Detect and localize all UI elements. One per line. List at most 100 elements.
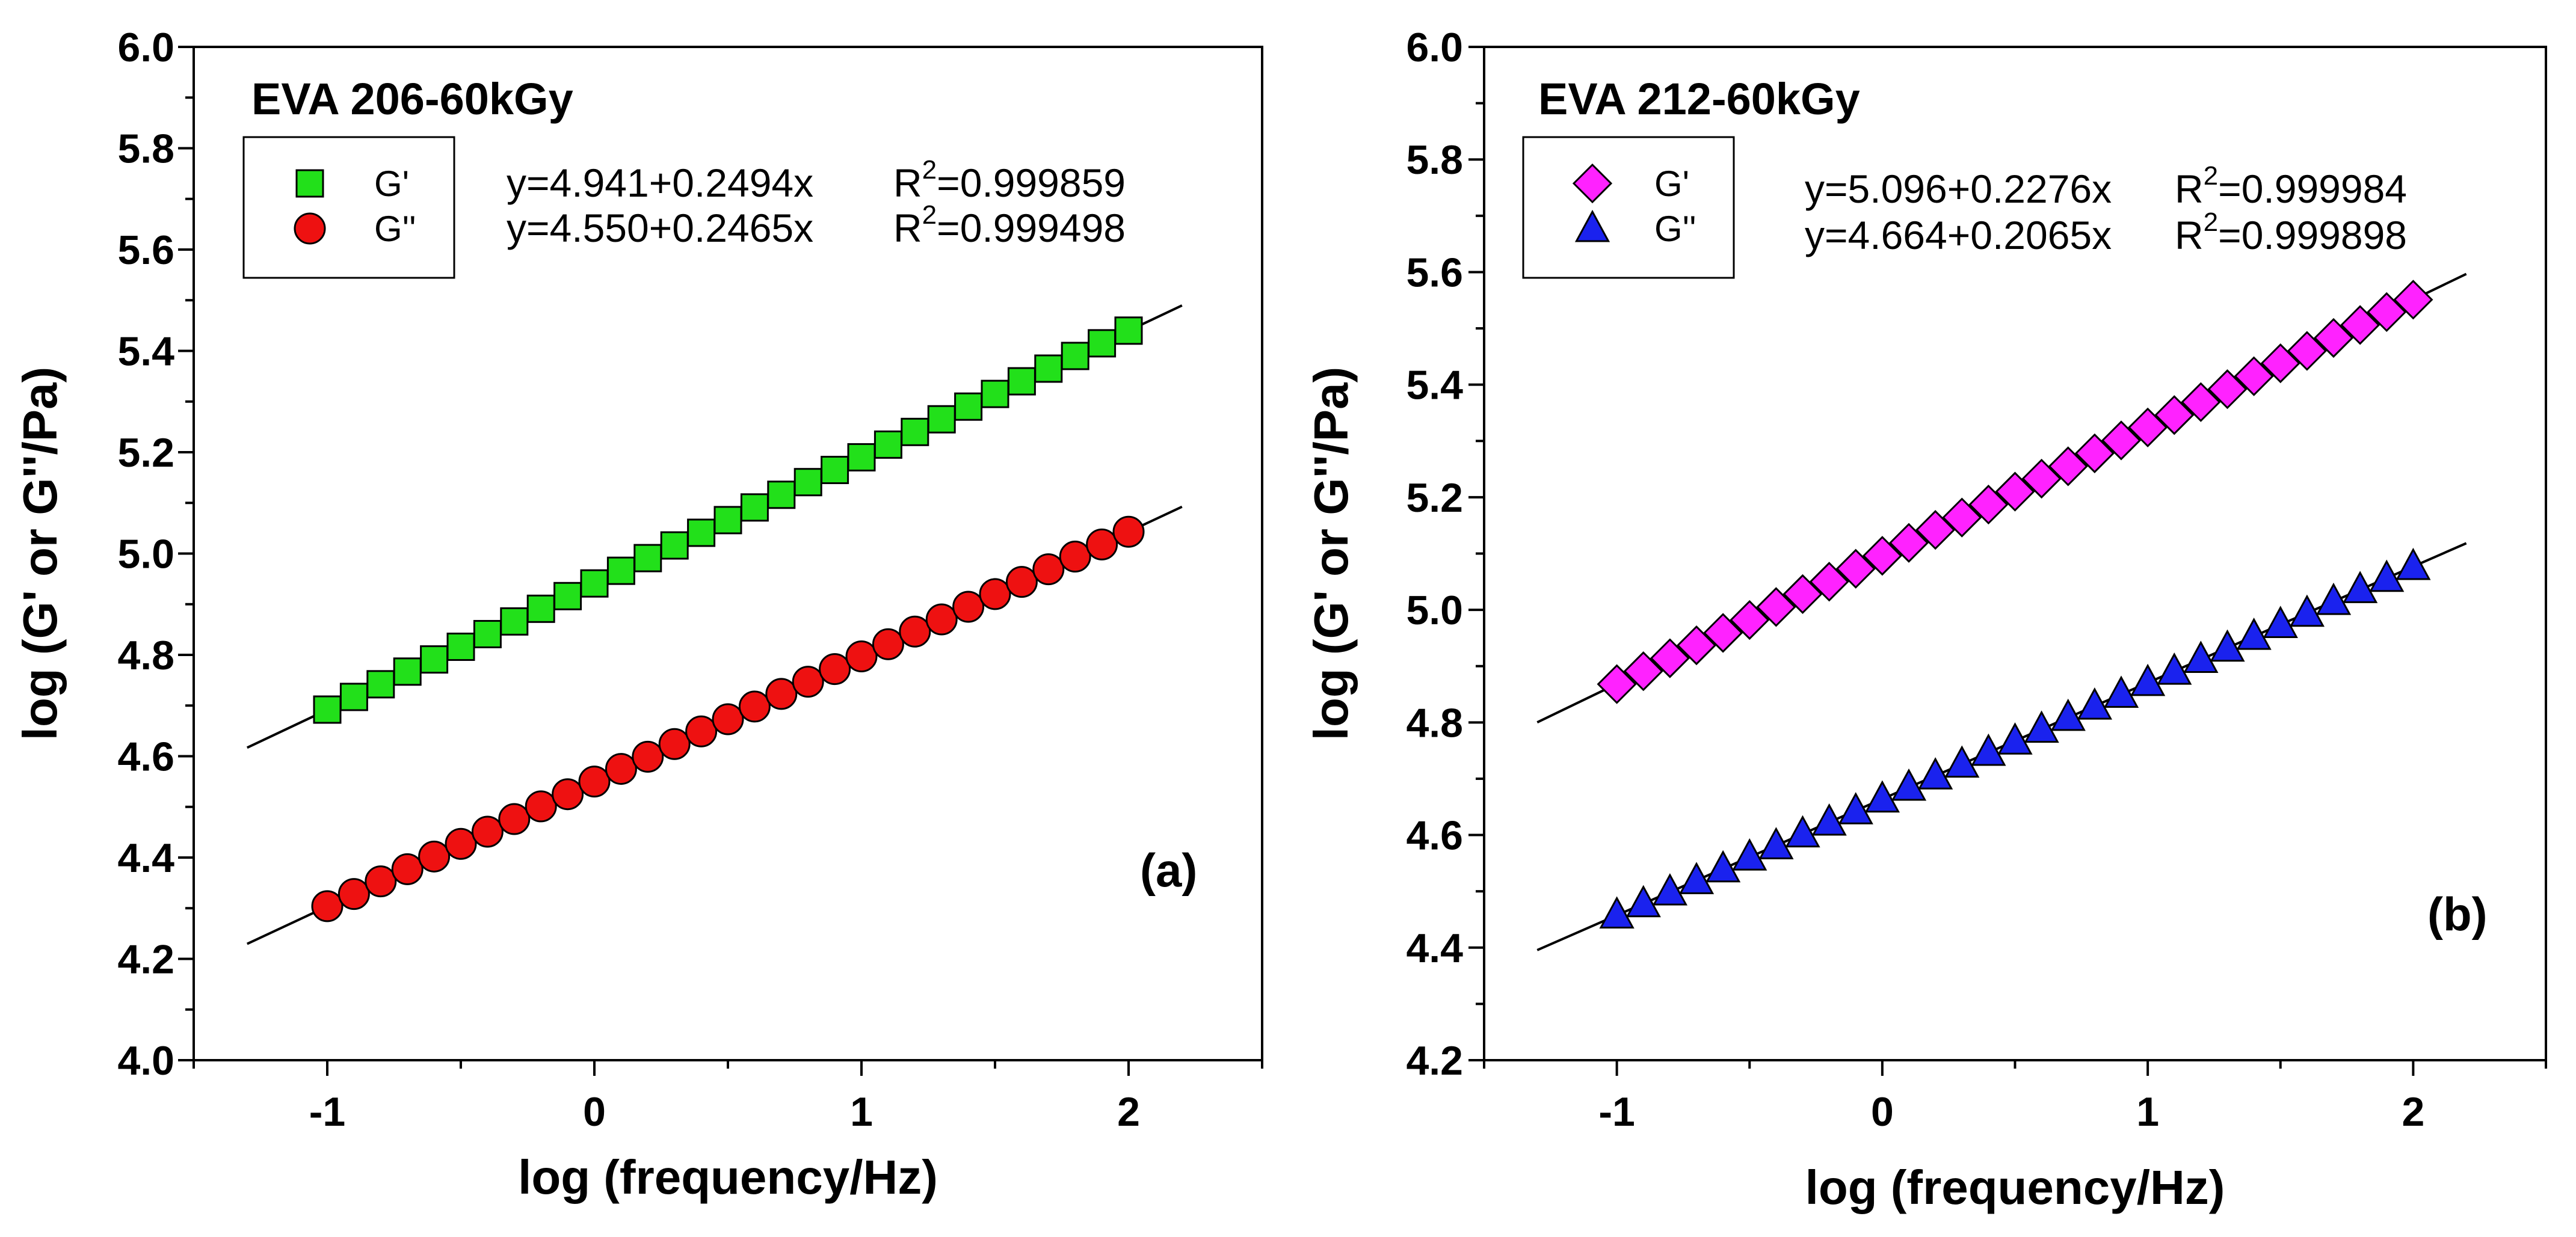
data-point bbox=[632, 740, 664, 773]
x-tick-label: 2 bbox=[2402, 1089, 2424, 1135]
data-point bbox=[418, 840, 451, 873]
y-tick-label: 5.2 bbox=[1406, 475, 1463, 521]
data-point bbox=[1599, 896, 1635, 929]
y-tick-label: 4.2 bbox=[1406, 1038, 1463, 1084]
data-point bbox=[1997, 722, 2033, 755]
data-point bbox=[578, 766, 611, 798]
data-point bbox=[393, 657, 422, 686]
data-point bbox=[420, 645, 449, 674]
data-point bbox=[767, 480, 796, 509]
panel-label: (a) bbox=[1140, 844, 1197, 897]
data-point bbox=[2393, 280, 2433, 320]
data-point bbox=[2154, 395, 2195, 435]
x-tick-label: 2 bbox=[1117, 1089, 1140, 1135]
data-point bbox=[2369, 559, 2405, 592]
data-point bbox=[1703, 613, 1743, 653]
legend-marker bbox=[294, 212, 326, 245]
y-tick-label: 5.0 bbox=[1406, 588, 1463, 633]
data-point bbox=[765, 678, 798, 710]
panel-a: -1 0 1 2 4.0 4.2 4.4 4.6 4.8 5.0 5.2 5.4 5.6 5.8 6.0 lo… bbox=[13, 25, 1263, 1204]
data-point bbox=[979, 578, 1011, 610]
data-point bbox=[1756, 587, 1796, 627]
data-point bbox=[2101, 420, 2142, 461]
data-point bbox=[738, 690, 771, 723]
data-point bbox=[445, 827, 477, 860]
series-g-prime bbox=[1597, 280, 2433, 704]
panel-label: (b) bbox=[2427, 888, 2488, 941]
data-point bbox=[1838, 792, 1873, 824]
y-tick-label: 6.0 bbox=[117, 25, 174, 70]
data-point bbox=[874, 430, 902, 459]
data-point bbox=[847, 443, 876, 471]
fit-equation: y=5.096+0.2276x bbox=[1805, 167, 2112, 211]
legend-marker bbox=[1572, 163, 1613, 204]
r-squared-label: R2=0.999898 bbox=[2175, 207, 2407, 257]
data-point bbox=[1783, 574, 1823, 615]
data-point bbox=[1758, 827, 1794, 859]
data-point bbox=[1864, 780, 1900, 813]
data-point bbox=[1059, 541, 1091, 573]
data-point bbox=[311, 890, 344, 922]
data-point bbox=[473, 619, 502, 648]
y-tick-label: 4.2 bbox=[117, 937, 174, 983]
data-point bbox=[1891, 768, 1927, 801]
data-point bbox=[391, 853, 424, 885]
y-tick-label: 5.0 bbox=[117, 532, 174, 577]
data-point bbox=[660, 531, 689, 560]
data-point bbox=[952, 591, 985, 623]
legend-box bbox=[242, 136, 455, 279]
series-g-double-prime bbox=[311, 515, 1145, 922]
data-point bbox=[1706, 850, 1741, 883]
data-point bbox=[2260, 343, 2300, 384]
legend-label: G' bbox=[1654, 164, 1689, 204]
data-point bbox=[712, 703, 744, 735]
data-point bbox=[1086, 528, 1118, 560]
data-point bbox=[925, 603, 958, 636]
y-tick-label: 5.6 bbox=[117, 227, 174, 273]
x-tick-label: 0 bbox=[1871, 1089, 1894, 1135]
data-point bbox=[2157, 652, 2192, 685]
data-point bbox=[1676, 625, 1717, 666]
data-point bbox=[2234, 356, 2274, 396]
data-point bbox=[792, 666, 824, 698]
data-point bbox=[685, 715, 718, 747]
data-point bbox=[1942, 497, 1982, 538]
series-g-prime bbox=[313, 316, 1143, 724]
legend-box bbox=[1522, 136, 1735, 279]
legend-marker bbox=[1574, 209, 1610, 242]
r-squared-value: 0.999898 bbox=[2242, 213, 2407, 257]
data-point bbox=[2236, 617, 2272, 650]
data-point bbox=[1005, 566, 1038, 598]
data-point bbox=[1032, 553, 1065, 586]
legend-label: G'' bbox=[1654, 209, 1696, 249]
y-tick-label: 4.4 bbox=[117, 835, 174, 881]
data-point bbox=[526, 594, 555, 623]
legend-label: G' bbox=[374, 164, 409, 204]
data-point bbox=[713, 506, 742, 535]
data-point bbox=[927, 405, 956, 434]
y-tick-label: 5.4 bbox=[117, 329, 174, 375]
legend-label: G'' bbox=[374, 209, 416, 249]
r-squared-label: R2=0.999984 bbox=[2175, 161, 2407, 211]
data-point bbox=[2103, 675, 2139, 708]
data-point bbox=[2128, 407, 2168, 447]
data-point bbox=[2367, 292, 2407, 333]
data-point bbox=[1007, 367, 1036, 396]
data-point bbox=[1088, 329, 1117, 358]
x-tick-label: 1 bbox=[850, 1089, 873, 1135]
data-point bbox=[2183, 640, 2219, 673]
r-squared-value: 0.999984 bbox=[2242, 167, 2407, 211]
data-point bbox=[845, 640, 878, 673]
data-point bbox=[899, 615, 931, 648]
legend-marker bbox=[295, 169, 324, 198]
x-tick-label: 1 bbox=[2136, 1089, 2159, 1135]
data-point bbox=[687, 518, 716, 547]
data-point bbox=[2340, 305, 2380, 345]
y-tick-label: 4.6 bbox=[117, 734, 174, 780]
data-point bbox=[2048, 446, 2088, 487]
series-g-double-prime bbox=[1599, 547, 2431, 929]
y-tick-label: 5.4 bbox=[1406, 363, 1463, 408]
data-point bbox=[1785, 815, 1820, 848]
data-point bbox=[740, 493, 769, 522]
